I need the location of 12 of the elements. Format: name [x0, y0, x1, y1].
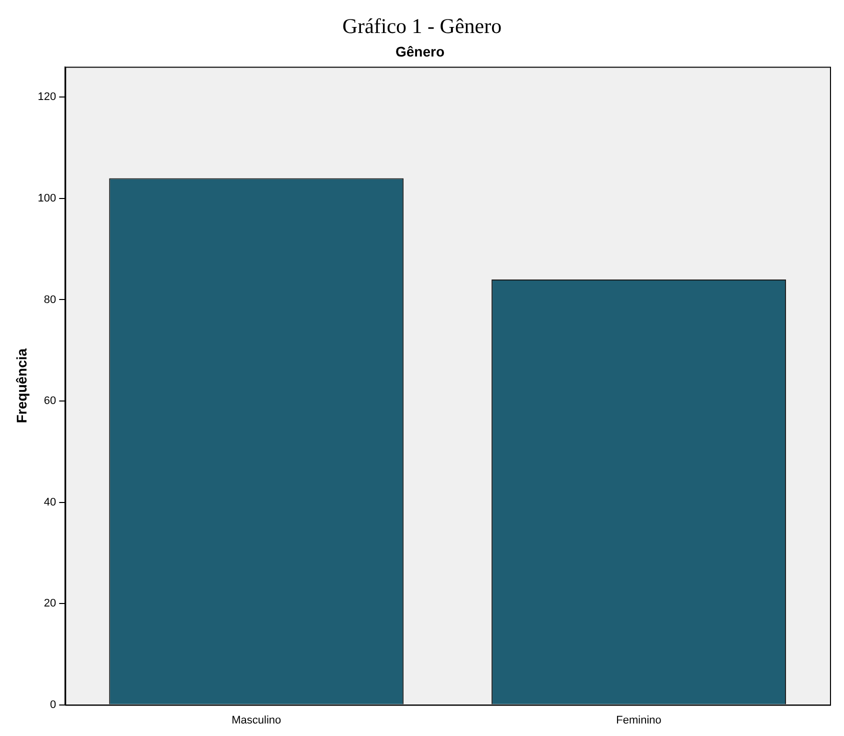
- y-tick-label: 80: [44, 294, 56, 306]
- x-tick-label: Masculino: [232, 714, 282, 726]
- y-tick-label: 100: [38, 192, 56, 204]
- y-tick-label: 60: [44, 395, 56, 408]
- y-tick-label: 120: [38, 91, 56, 104]
- chart-subtitle: Gênero: [395, 43, 445, 60]
- x-tick-label: Feminino: [616, 714, 662, 726]
- y-axis-title: Frequência: [13, 348, 30, 424]
- y-tick-label: 20: [44, 598, 56, 610]
- chart-title: Gráfico 1 - Gênero: [341, 14, 503, 40]
- y-tick-label: 0: [50, 698, 56, 711]
- y-tick-label: 40: [44, 496, 56, 508]
